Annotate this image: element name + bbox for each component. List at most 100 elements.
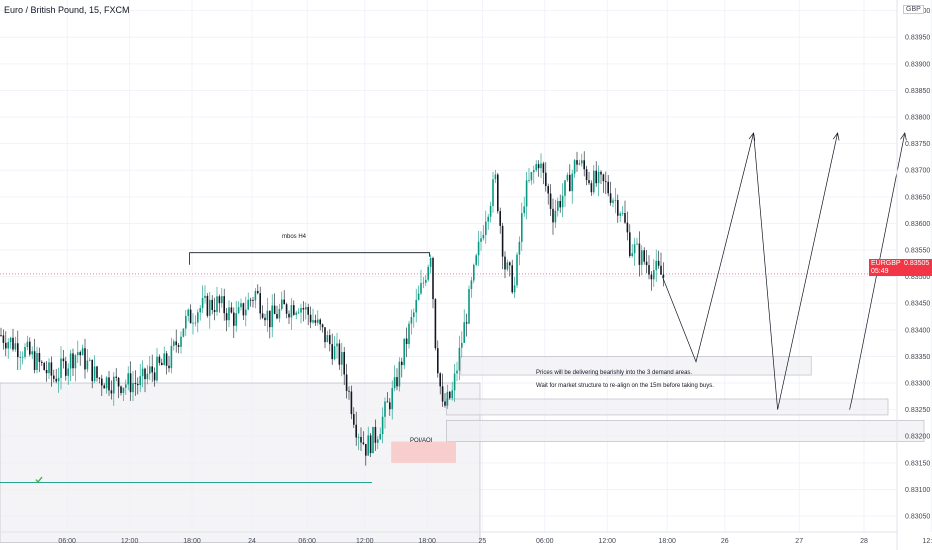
candle — [199, 308, 201, 313]
candle — [602, 174, 605, 182]
candle — [485, 221, 487, 235]
candle — [564, 180, 566, 196]
candle — [629, 232, 631, 257]
candle — [465, 322, 468, 324]
candle — [278, 308, 281, 319]
candle — [149, 366, 151, 374]
price-tick-label: 0.83150 — [905, 460, 930, 467]
candle — [139, 376, 141, 386]
candle — [600, 171, 602, 175]
candle — [101, 378, 103, 386]
candle — [372, 426, 374, 454]
candle — [348, 390, 350, 392]
candle — [614, 200, 617, 201]
candle — [41, 361, 43, 363]
poi-label: POI/AOI — [410, 438, 433, 444]
candle — [355, 424, 357, 438]
candle — [369, 435, 372, 454]
candle — [57, 377, 60, 382]
candle — [581, 160, 583, 164]
mbos-label: mbos H4 — [282, 234, 307, 240]
candle — [588, 180, 590, 184]
time-tick-label: 26 — [721, 538, 729, 545]
candle — [528, 180, 530, 181]
candle — [69, 353, 72, 369]
candle — [295, 312, 297, 315]
candle — [134, 383, 137, 385]
candle — [494, 174, 497, 180]
candle — [137, 384, 139, 386]
candle — [511, 265, 513, 293]
candle — [98, 377, 101, 379]
candle — [127, 373, 129, 385]
candle — [597, 171, 600, 184]
candle — [525, 180, 528, 207]
candle — [81, 348, 84, 356]
candle — [576, 160, 578, 165]
candle — [213, 309, 216, 313]
candle — [321, 324, 324, 328]
candle — [249, 299, 252, 301]
candle — [605, 181, 607, 182]
time-tick-label: 18:00 — [418, 538, 436, 545]
candle — [561, 195, 564, 208]
time-tick-label: 12:00 — [121, 538, 139, 545]
candle — [331, 344, 333, 360]
candle — [26, 341, 29, 348]
candle — [72, 353, 74, 369]
candle — [636, 243, 638, 245]
candle — [264, 317, 266, 321]
candle — [518, 241, 521, 255]
candle — [206, 295, 209, 316]
candle — [657, 260, 660, 266]
candle — [439, 373, 441, 387]
price-tick-label: 0.83050 — [905, 514, 930, 521]
candle — [521, 213, 523, 242]
candle — [67, 368, 69, 376]
currency-label: GBP — [903, 5, 924, 14]
candle — [607, 181, 609, 194]
price-tick-label: 0.83800 — [905, 115, 930, 122]
candle — [281, 299, 283, 309]
candle — [617, 200, 619, 216]
candle — [266, 310, 269, 321]
candle — [153, 372, 156, 381]
candle — [204, 295, 206, 298]
candle — [453, 373, 456, 391]
candle — [633, 244, 636, 254]
candle — [307, 307, 309, 315]
candle — [122, 387, 125, 394]
candle — [497, 174, 499, 212]
candle — [187, 309, 189, 317]
time-tick-label: 18:00 — [183, 538, 201, 545]
time-tick-label: 25 — [479, 538, 487, 545]
candle — [120, 386, 122, 394]
candle — [513, 285, 516, 293]
price-tick-label: 0.83450 — [905, 301, 930, 308]
candle — [381, 416, 384, 435]
candle — [626, 222, 629, 233]
candle — [84, 348, 86, 370]
note-line-2: Wait for market structure to re-align on… — [536, 383, 714, 389]
candle — [621, 213, 624, 214]
candle — [650, 274, 653, 280]
candle — [168, 365, 170, 369]
candle — [12, 337, 14, 350]
candle — [271, 305, 273, 328]
candle — [449, 391, 451, 399]
candle — [7, 342, 9, 349]
candle — [425, 279, 427, 283]
candle — [420, 283, 422, 294]
last-price-tag: 0.83505 — [901, 259, 932, 276]
candle — [441, 386, 444, 402]
candle — [590, 183, 593, 193]
candle — [161, 362, 163, 366]
candle — [5, 342, 7, 349]
candle — [446, 391, 449, 406]
candle — [429, 258, 432, 267]
candle — [192, 322, 194, 324]
candle — [283, 299, 285, 305]
candle — [461, 342, 463, 348]
candle — [333, 346, 336, 360]
